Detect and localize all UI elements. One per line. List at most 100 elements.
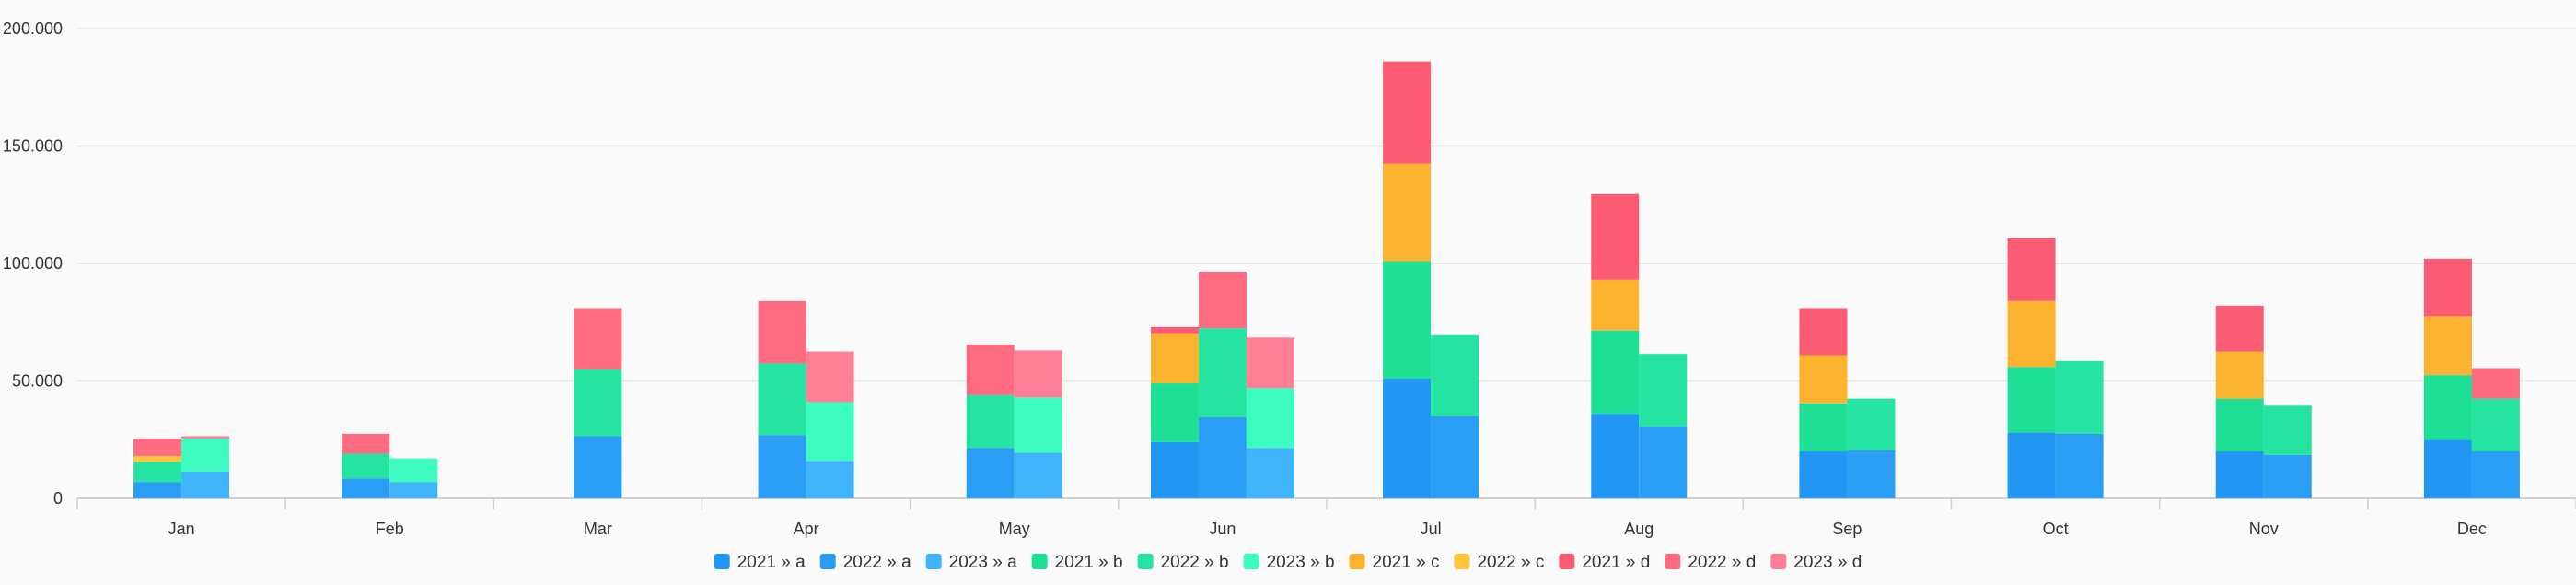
legend: 2021 » a 2022 » a 2023 » a 2021 » b 2022 » b…: [714, 553, 1862, 572]
bar-segment[interactable]: [1198, 328, 1247, 418]
bar-segment[interactable]: [1639, 427, 1688, 498]
bar-segment[interactable]: [1431, 415, 1479, 498]
bar-segment[interactable]: [1383, 261, 1432, 379]
legend-item[interactable]: 2023 » b: [1243, 553, 1335, 572]
bar-segment[interactable]: [806, 461, 854, 498]
bar-segment[interactable]: [2007, 432, 2056, 498]
legend-item[interactable]: 2023 » a: [925, 553, 1017, 572]
legend-item[interactable]: 2022 » d: [1665, 553, 1756, 572]
bar-segment[interactable]: [574, 436, 622, 498]
x-tick-label: May: [999, 520, 1030, 538]
bar-segment[interactable]: [966, 344, 1015, 395]
bar-segment[interactable]: [806, 402, 854, 462]
bar-segment[interactable]: [133, 456, 182, 462]
bar-segment[interactable]: [1799, 308, 1848, 356]
legend-item[interactable]: 2021 » d: [1559, 553, 1650, 572]
bar-segment[interactable]: [2215, 305, 2264, 352]
bar-segment[interactable]: [1014, 397, 1062, 453]
legend-item[interactable]: 2021 » c: [1349, 553, 1440, 572]
bar-segment[interactable]: [2215, 451, 2264, 498]
legend-label: 2021 » a: [737, 553, 806, 572]
bar-segment[interactable]: [2007, 367, 2056, 433]
bar-segment[interactable]: [1383, 61, 1432, 164]
bar-segment[interactable]: [1198, 271, 1247, 329]
bar-segment[interactable]: [342, 453, 390, 479]
bar-segment[interactable]: [133, 462, 182, 483]
bar-segment[interactable]: [1198, 417, 1247, 498]
legend-item[interactable]: 2022 » a: [819, 553, 911, 572]
y-axis: 0 50.000 100.000 150.000 200.000: [3, 19, 63, 508]
legend-label: 2021 » d: [1582, 553, 1650, 572]
bar-segment[interactable]: [966, 448, 1015, 498]
legend-item[interactable]: 2021 » b: [1031, 553, 1123, 572]
bar-segment[interactable]: [2471, 398, 2520, 451]
x-tick-label: Dec: [2457, 520, 2487, 538]
x-tick-label: Feb: [376, 520, 404, 538]
bar-segment[interactable]: [342, 478, 390, 498]
legend-label: 2021 » b: [1055, 553, 1123, 572]
bar-segment[interactable]: [181, 438, 230, 472]
bar-segment[interactable]: [1847, 398, 1896, 450]
legend-item[interactable]: 2022 » b: [1137, 553, 1229, 572]
bar-segment[interactable]: [2423, 316, 2472, 376]
bar-segment[interactable]: [574, 308, 622, 369]
x-tick-label: Nov: [2249, 520, 2279, 538]
bar-segment[interactable]: [181, 436, 230, 439]
bar-segment[interactable]: [758, 435, 806, 498]
legend-item[interactable]: 2021 » a: [714, 553, 806, 572]
bars: [133, 61, 2520, 498]
bar-segment[interactable]: [966, 394, 1015, 449]
bar-segment[interactable]: [2055, 360, 2104, 434]
bar-segment[interactable]: [1246, 337, 1294, 389]
bar-segment[interactable]: [2423, 375, 2472, 440]
legend-label: 2022 » a: [843, 553, 911, 572]
bar-segment[interactable]: [2215, 398, 2264, 451]
bar-segment[interactable]: [133, 438, 182, 457]
bar-segment[interactable]: [2007, 300, 2056, 368]
y-tick-label: 200.000: [3, 19, 63, 38]
bar-segment[interactable]: [2423, 439, 2472, 498]
bar-segment[interactable]: [806, 351, 854, 403]
bar-segment[interactable]: [1639, 354, 1688, 427]
bar-segment[interactable]: [1150, 441, 1199, 498]
bar-segment[interactable]: [1150, 326, 1199, 334]
x-axis: Jan Feb Mar Apr May Jun Jul Aug Sep Oct Nov Dec: [76, 498, 2576, 538]
bar-segment[interactable]: [1591, 330, 1640, 415]
bar-segment[interactable]: [1847, 450, 1896, 498]
bar-segment[interactable]: [342, 433, 390, 454]
bar-segment[interactable]: [133, 482, 182, 498]
bar-segment[interactable]: [1150, 383, 1199, 442]
bar-segment[interactable]: [574, 369, 622, 437]
bar-segment[interactable]: [2471, 368, 2520, 399]
bar-segment[interactable]: [2471, 451, 2520, 498]
bar-segment[interactable]: [1591, 414, 1640, 498]
bar-segment[interactable]: [1383, 163, 1432, 262]
x-tick-label: Mar: [584, 520, 612, 538]
bar-segment[interactable]: [1014, 350, 1062, 398]
bar-segment[interactable]: [2007, 237, 2056, 301]
bar-segment[interactable]: [389, 482, 438, 498]
bar-segment[interactable]: [1591, 193, 1640, 280]
bar-segment[interactable]: [181, 471, 230, 498]
bar-segment[interactable]: [2263, 454, 2312, 498]
bar-segment[interactable]: [1431, 334, 1479, 416]
bar-segment[interactable]: [1246, 448, 1294, 498]
bar-segment[interactable]: [1799, 355, 1848, 404]
bar-segment[interactable]: [2215, 351, 2264, 399]
bar-segment[interactable]: [1591, 279, 1640, 331]
bar-segment[interactable]: [1383, 378, 1432, 498]
bar-segment[interactable]: [389, 458, 438, 483]
bar-segment[interactable]: [1150, 333, 1199, 384]
gridlines: [77, 28, 2576, 499]
bar-segment[interactable]: [1246, 388, 1294, 449]
legend-item[interactable]: 2022 » c: [1454, 553, 1544, 572]
bar-segment[interactable]: [1014, 452, 1062, 498]
bar-segment[interactable]: [1799, 451, 1848, 498]
legend-item[interactable]: 2023 » d: [1770, 553, 1862, 572]
bar-segment[interactable]: [2055, 433, 2104, 498]
bar-segment[interactable]: [1799, 403, 1848, 451]
bar-segment[interactable]: [2423, 258, 2472, 317]
bar-segment[interactable]: [2263, 405, 2312, 455]
bar-segment[interactable]: [758, 300, 806, 364]
bar-segment[interactable]: [758, 363, 806, 436]
